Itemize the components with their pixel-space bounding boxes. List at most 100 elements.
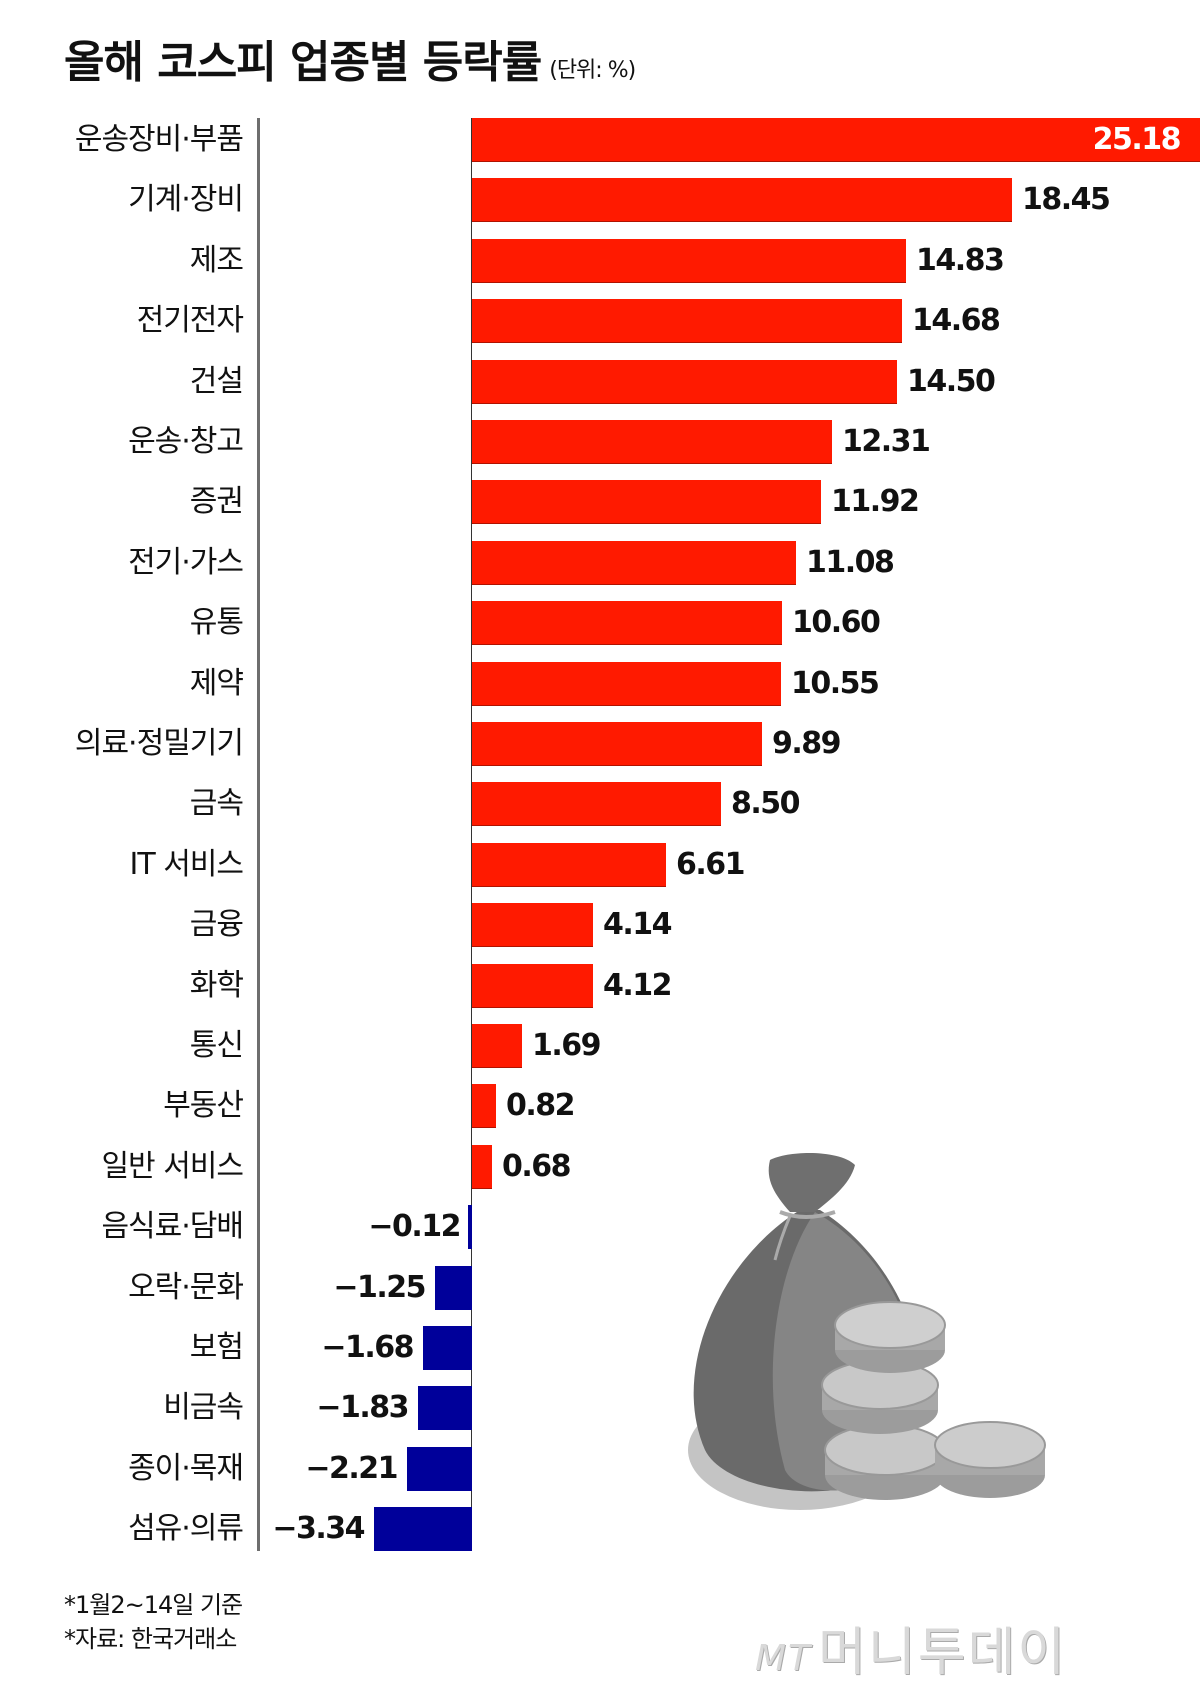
bar-row: 제조 14.83	[0, 239, 1200, 283]
bar	[472, 118, 1200, 162]
category-label: 금속	[189, 786, 244, 821]
bar	[472, 843, 666, 887]
bar	[407, 1447, 472, 1491]
bar	[435, 1266, 472, 1310]
value-label: 14.68	[912, 303, 1001, 338]
category-label: 운송·창고	[128, 424, 244, 459]
value-label: 10.60	[792, 605, 881, 640]
category-label: 증권	[189, 484, 244, 519]
value-label: −0.12	[368, 1209, 461, 1244]
category-label: 섬유·의류	[128, 1511, 244, 1546]
category-label: 건설	[189, 364, 244, 399]
value-label: 14.50	[907, 364, 996, 399]
bar-row: 금속 8.50	[0, 782, 1200, 826]
unit-label: (단위: %)	[549, 58, 636, 83]
bar	[472, 1145, 492, 1189]
bar	[472, 601, 782, 645]
bar-row: 금융 4.14	[0, 903, 1200, 947]
category-label: 통신	[189, 1028, 244, 1063]
bar	[472, 662, 781, 706]
category-label: 부동산	[163, 1088, 244, 1123]
bar	[472, 541, 796, 585]
bar	[472, 360, 897, 404]
value-label: 12.31	[842, 424, 931, 459]
value-label: 1.69	[532, 1028, 602, 1063]
bar	[472, 964, 593, 1008]
value-label: 11.08	[806, 545, 895, 580]
value-label: 14.83	[916, 243, 1005, 278]
bar-row: IT 서비스 6.61	[0, 843, 1200, 887]
label-axis-line	[257, 118, 260, 1551]
bar	[423, 1326, 472, 1370]
bar-row: 운송장비·부품 25.18	[0, 118, 1200, 162]
bar-row: 부동산 0.82	[0, 1084, 1200, 1128]
bar-row: 전기전자 14.68	[0, 299, 1200, 343]
bar-row: 건설 14.50	[0, 360, 1200, 404]
category-label: 보험	[189, 1330, 244, 1365]
category-label: 제약	[189, 666, 244, 701]
value-label: 0.82	[506, 1088, 576, 1123]
bar	[472, 480, 821, 524]
bar-row: 통신 1.69	[0, 1024, 1200, 1068]
bar	[472, 722, 762, 766]
bar-row: 기계·장비 18.45	[0, 178, 1200, 222]
bar-row: 오락·문화 −1.25	[0, 1266, 1200, 1310]
category-label: 종이·목재	[128, 1451, 244, 1486]
bar	[374, 1507, 472, 1551]
footnotes: *1월2~14일 기준 *자료: 한국거래소	[64, 1588, 243, 1656]
value-label: 11.92	[831, 484, 920, 519]
bar	[472, 1024, 522, 1068]
source-note: *자료: 한국거래소	[64, 1625, 237, 1653]
zero-axis-line	[471, 118, 472, 1551]
category-label: 제조	[189, 243, 244, 278]
bar	[472, 178, 1012, 222]
bar-row: 종이·목재 −2.21	[0, 1447, 1200, 1491]
value-label: −1.68	[321, 1330, 414, 1365]
bar	[472, 299, 902, 343]
value-label: −1.83	[316, 1390, 409, 1425]
logo-name: 머니투데이	[818, 1623, 1068, 1683]
bar-row: 섬유·의류 −3.34	[0, 1507, 1200, 1551]
bar-row: 운송·창고 12.31	[0, 420, 1200, 464]
category-label: 기계·장비	[128, 182, 244, 217]
value-label: 8.50	[731, 786, 801, 821]
bar-row: 의료·정밀기기 9.89	[0, 722, 1200, 766]
bar-row: 제약 10.55	[0, 662, 1200, 706]
category-label: 의료·정밀기기	[74, 726, 244, 761]
period-note: *1월2~14일 기준	[64, 1591, 243, 1619]
bar	[472, 782, 721, 826]
value-label: 18.45	[1022, 182, 1111, 217]
value-label: 4.12	[603, 968, 673, 1003]
money-bag-with-coins-icon	[688, 1153, 1046, 1510]
category-label: 오락·문화	[128, 1270, 244, 1305]
category-label: IT 서비스	[129, 847, 244, 882]
bar	[418, 1386, 472, 1430]
logo-mark: MT	[755, 1638, 813, 1679]
bar-row: 증권 11.92	[0, 480, 1200, 524]
value-label: 6.61	[676, 847, 746, 882]
bar	[468, 1205, 472, 1249]
value-label: 4.14	[603, 907, 673, 942]
value-label: 25.18	[1092, 122, 1182, 157]
category-label: 금융	[189, 907, 244, 942]
bar	[472, 903, 593, 947]
value-label: −1.25	[333, 1270, 426, 1305]
category-label: 음식료·담배	[101, 1209, 244, 1244]
chart-title: 올해 코스피 업종별 등락률 (단위: %)	[64, 26, 636, 90]
bar-row: 일반 서비스 0.68	[0, 1145, 1200, 1189]
category-label: 화학	[189, 968, 244, 1003]
value-label: −3.34	[272, 1511, 365, 1546]
value-label: 10.55	[791, 666, 880, 701]
bar	[472, 239, 906, 283]
chart-title-text: 올해 코스피 업종별 등락률	[64, 37, 542, 88]
bar-row: 화학 4.12	[0, 964, 1200, 1008]
bar	[472, 1084, 496, 1128]
category-label: 비금속	[163, 1390, 244, 1425]
value-label: 0.68	[502, 1149, 572, 1184]
category-label: 전기전자	[136, 303, 244, 338]
category-label: 일반 서비스	[101, 1149, 244, 1184]
bar-row: 전기·가스 11.08	[0, 541, 1200, 585]
value-label: 9.89	[772, 726, 842, 761]
category-label: 운송장비·부품	[74, 122, 244, 157]
bar-row: 유통 10.60	[0, 601, 1200, 645]
